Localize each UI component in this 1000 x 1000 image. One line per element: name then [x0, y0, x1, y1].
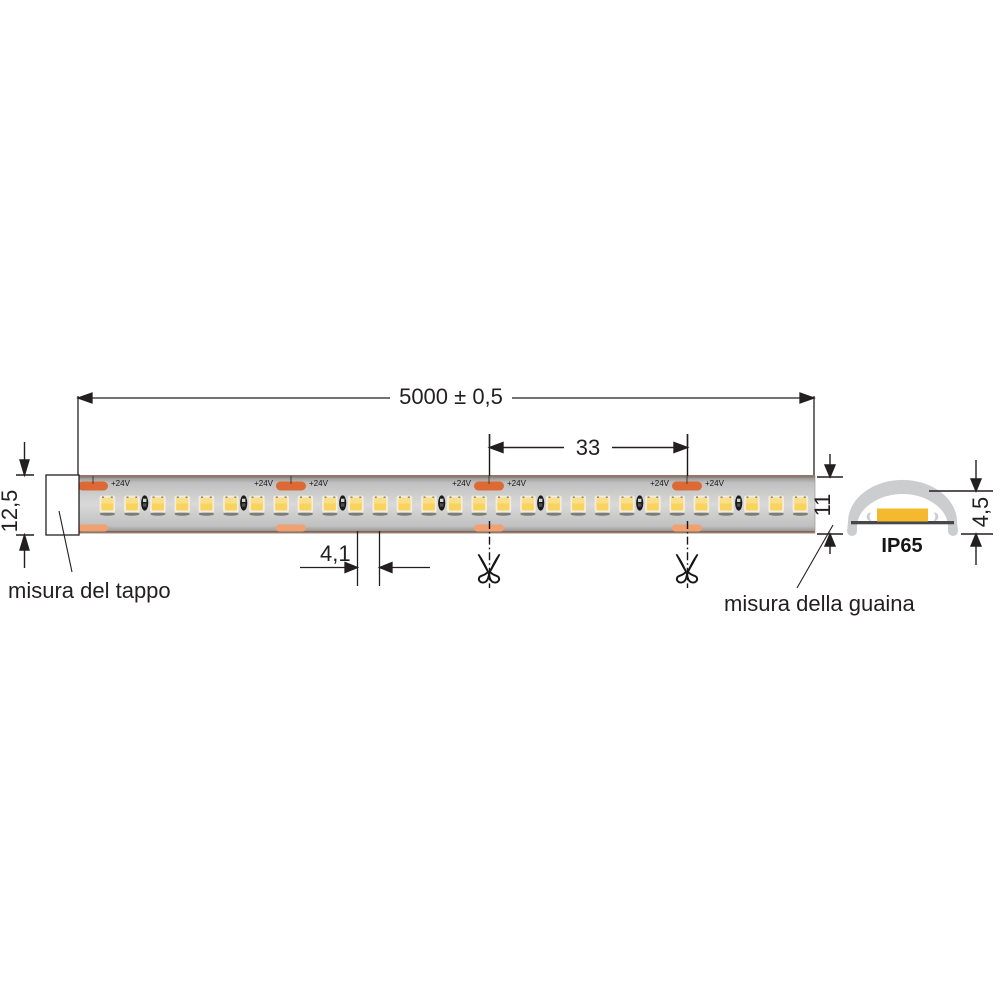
- svg-text:33: 33: [576, 435, 600, 460]
- svg-text:+24V: +24V: [507, 479, 527, 488]
- svg-text:11: 11: [810, 494, 835, 517]
- svg-text:+24V: +24V: [111, 479, 131, 488]
- svg-text:+24V: +24V: [848, 479, 868, 488]
- svg-text:4,5: 4,5: [968, 497, 993, 528]
- svg-text:misura della guaina: misura della guaina: [724, 591, 916, 616]
- svg-text:+24V: +24V: [309, 479, 329, 488]
- svg-text:+24V: +24V: [452, 479, 472, 488]
- svg-text:+24V: +24V: [705, 479, 725, 488]
- svg-text:misura del tappo: misura del tappo: [8, 578, 171, 603]
- svg-text:IP65: IP65: [881, 535, 922, 557]
- svg-text:4,1: 4,1: [320, 541, 351, 566]
- svg-text:12,5: 12,5: [0, 490, 22, 533]
- svg-text:5000 ± 0,5: 5000 ± 0,5: [399, 384, 503, 409]
- svg-text:+24V: +24V: [650, 479, 670, 488]
- svg-text:+24V: +24V: [254, 479, 274, 488]
